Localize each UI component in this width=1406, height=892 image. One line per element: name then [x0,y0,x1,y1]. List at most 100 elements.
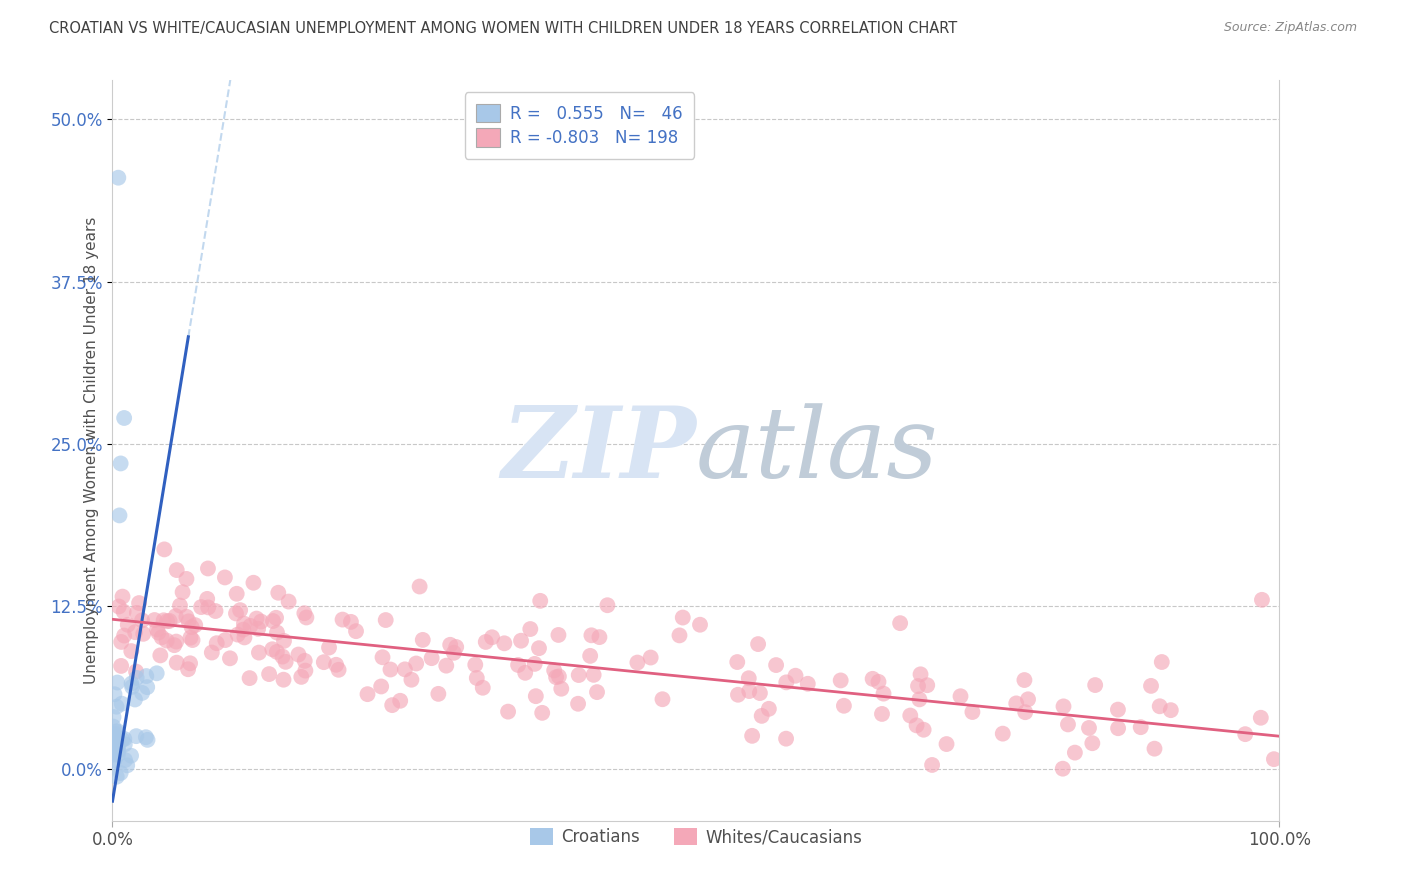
Point [325,657,347,672]
Point [1263,752,1285,766]
Point [312,655,335,669]
Point [1014,705,1036,719]
Point [136,732,159,747]
Point [195,591,218,606]
Point [1250,711,1272,725]
Point [110,457,132,471]
Point [165,634,187,648]
Point [166,656,188,670]
Point [582,668,605,682]
Point [328,663,350,677]
Point [226,627,249,641]
Point [567,697,589,711]
Point [120,644,142,658]
Point [242,575,264,590]
Point [273,673,295,687]
Point [1234,727,1257,741]
Point [898,708,921,723]
Y-axis label: Unemployment Among Women with Children Under 18 years: Unemployment Among Women with Children U… [83,217,98,684]
Point [889,616,911,631]
Point [225,587,247,601]
Point [439,638,461,652]
Point [581,628,603,642]
Point [524,689,547,703]
Point [262,642,284,657]
Point [1160,703,1182,717]
Point [547,628,569,642]
Point [205,636,228,650]
Point [266,625,288,640]
Point [121,680,143,694]
Text: Source: ZipAtlas.com: Source: ZipAtlas.com [1223,21,1357,35]
Point [921,758,943,772]
Point [111,697,134,711]
Point [1107,721,1129,735]
Point [177,615,200,629]
Point [105,724,128,739]
Point [247,622,270,636]
Point [494,636,516,650]
Point [872,687,894,701]
Point [107,599,129,614]
Point [107,170,129,185]
Point [107,740,129,755]
Point [908,692,931,706]
Point [156,614,179,628]
Point [184,618,207,632]
Point [110,766,132,780]
Point [868,674,890,689]
Point [257,667,280,681]
Point [294,654,316,668]
Point [668,628,690,642]
Point [912,723,935,737]
Point [1057,717,1080,731]
Point [101,741,124,756]
Point [105,770,128,784]
Point [751,709,773,723]
Point [344,624,367,639]
Point [295,610,318,624]
Point [915,678,938,692]
Point [197,600,219,615]
Point [105,741,128,756]
Point [626,656,648,670]
Point [481,630,503,644]
Point [672,610,695,624]
Point [135,669,157,683]
Point [1078,721,1101,735]
Point [125,729,148,743]
Point [290,670,312,684]
Point [588,630,610,644]
Point [110,659,132,673]
Point [506,657,529,672]
Point [546,670,568,684]
Point [166,563,188,577]
Point [219,651,242,665]
Point [103,687,125,701]
Point [159,614,181,628]
Point [112,731,135,746]
Point [103,729,125,743]
Point [949,690,972,704]
Point [1063,746,1085,760]
Point [380,663,402,677]
Point [107,747,129,762]
Point [292,606,315,620]
Point [197,561,219,575]
Point [176,572,198,586]
Point [105,675,128,690]
Point [579,648,602,663]
Point [529,594,551,608]
Point [550,681,572,696]
Point [962,705,984,719]
Point [181,633,204,648]
Point [1150,655,1173,669]
Point [232,623,254,637]
Point [163,638,186,652]
Point [145,666,167,681]
Point [374,613,396,627]
Point [405,657,427,671]
Point [797,677,820,691]
Point [180,620,202,634]
Point [239,619,262,633]
